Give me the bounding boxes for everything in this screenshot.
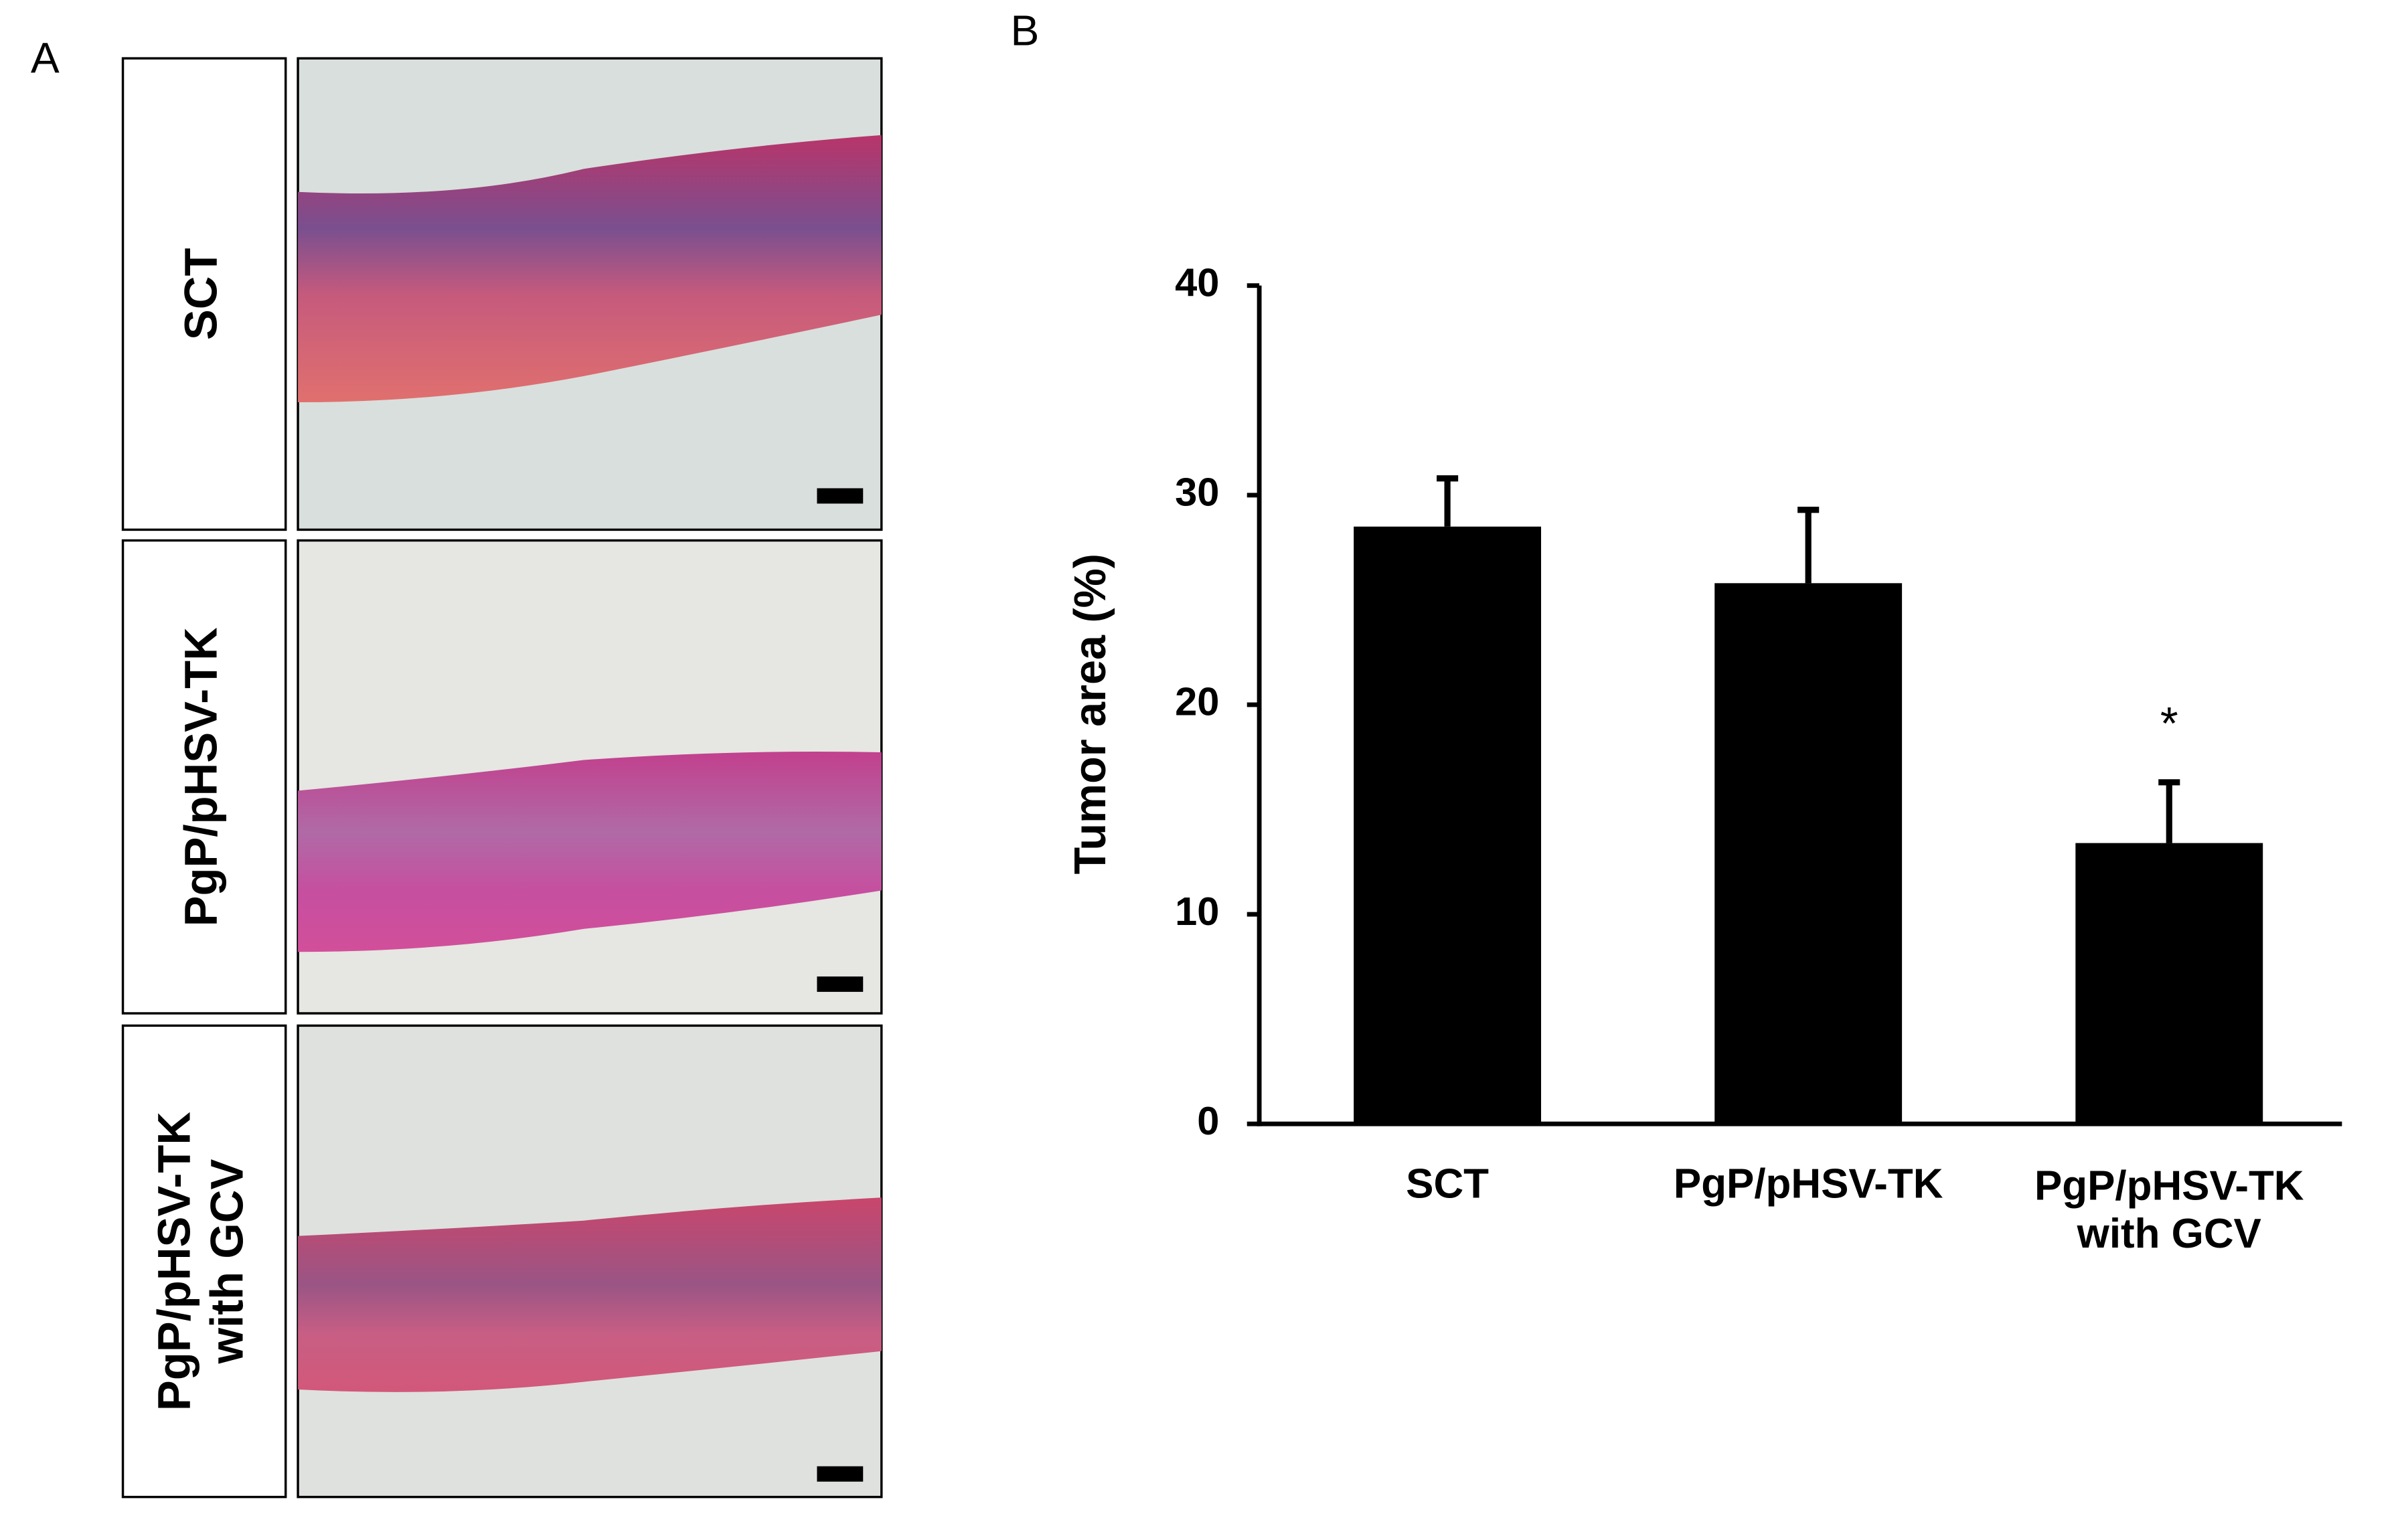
x-tick-label: PgP/pHSV-TK with GCV [2034, 1163, 2304, 1257]
y-tick-label: 0 [1197, 1098, 1219, 1143]
row-label: PgP/pHSV-TK [175, 627, 226, 927]
bar [1714, 583, 1903, 1124]
annotation: * [2160, 697, 2178, 749]
label-box [121, 57, 287, 531]
y-tick-label: 10 [1175, 889, 1219, 934]
tissue [298, 1197, 882, 1392]
y-tick-label: 20 [1175, 679, 1219, 724]
label-box [121, 1024, 287, 1499]
y-tick-label: 30 [1175, 470, 1219, 515]
y-axis-label: Tumor area (%) [1066, 554, 1115, 874]
tissue [298, 135, 882, 403]
scale-bar [817, 1466, 864, 1482]
row-label: PgP/pHSV-TKwith GCV [149, 1112, 253, 1412]
scale-bar [817, 488, 864, 504]
panel-label: B [1010, 6, 1039, 54]
micrographs [297, 57, 883, 1499]
panel-label: A [31, 34, 60, 82]
scale-bar [817, 976, 864, 992]
x-tick-label: SCT [1406, 1161, 1489, 1207]
tissue [298, 752, 882, 952]
x-tick-label: PgP/pHSV-TK [1674, 1161, 1943, 1207]
y-tick-label: 40 [1175, 260, 1219, 305]
row-label: SCT [175, 248, 226, 340]
label-box [121, 539, 287, 1015]
bar [2075, 843, 2263, 1124]
bar [1354, 526, 1542, 1124]
label-boxes [121, 57, 287, 1499]
